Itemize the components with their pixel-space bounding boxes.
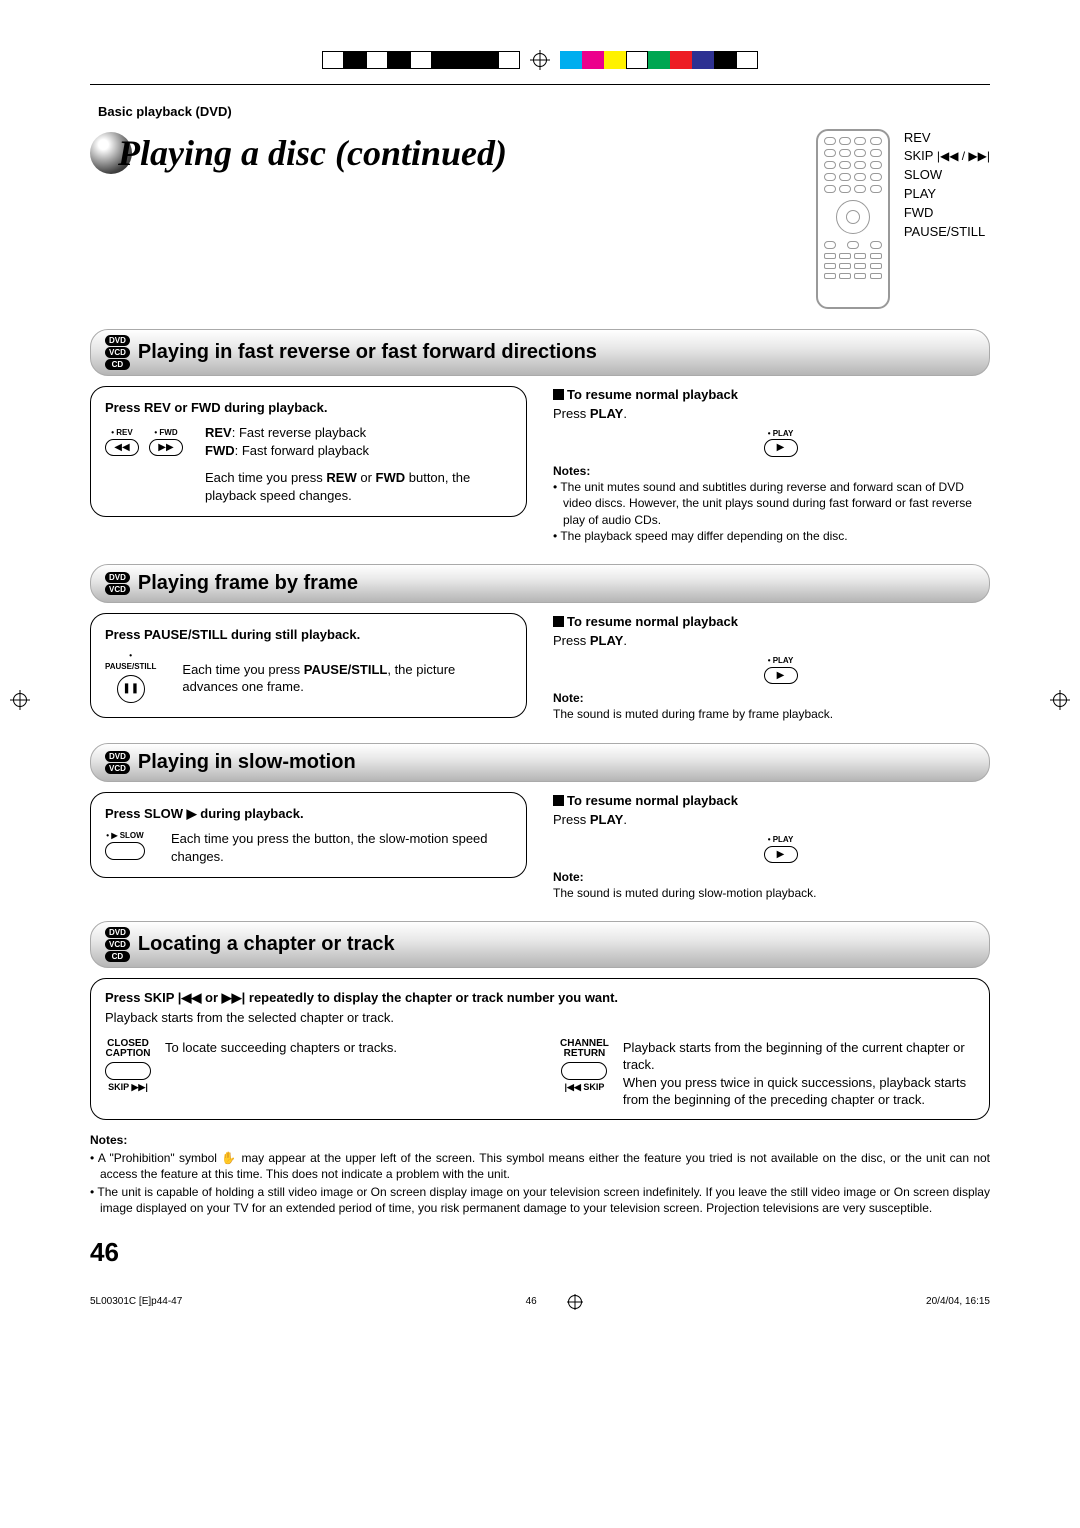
title-text: Playing a disc (continued) [118,129,507,178]
crosshair-icon [567,1294,583,1310]
badge-cd: CD [105,951,130,962]
label-fwd: FWD [904,204,990,223]
notes-list: The unit mutes sound and subtitles durin… [553,479,990,544]
notes-label: Notes: [553,463,990,479]
remote-diagram: REV SKIP |◀◀ / ▶▶| SLOW PLAY FWD PAUSE/S… [816,129,990,309]
note-item: The unit mutes sound and subtitles durin… [553,479,990,528]
notes-label: Note: [553,690,990,706]
crosshair-left [10,690,30,710]
badges: DVD VCD CD [105,335,130,370]
section-head-frame: DVD VCD Playing frame by frame [90,564,990,603]
section-body-slow: Press SLOW ▶ during playback. • ▶ SLOW E… [90,792,990,902]
page-title: Playing a disc (continued) [90,129,507,178]
resume-text: Press PLAY. [553,811,990,829]
notes-label: Note: [553,869,990,885]
badge-dvd: DVD [105,335,130,346]
footer-right: 20/4/04, 16:15 [926,1295,990,1309]
label-slow: SLOW [904,166,990,185]
badge-dvd: DVD [105,572,130,583]
section-body-fastscan: Press REV or FWD during playback. • REV … [90,386,990,544]
remote-icon [816,129,890,309]
breadcrumb: Basic playback (DVD) [98,103,990,121]
page-root: Basic playback (DVD) Playing a disc (con… [0,0,1080,1340]
button-icons: • REV ◀◀ • FWD ▶▶ [105,428,183,456]
badge-cd: CD [105,359,130,370]
resume-heading: To resume normal playback [553,792,990,810]
note-item: The playback speed may differ depending … [553,528,990,544]
note-item: The unit is capable of holding a still v… [90,1184,990,1216]
pause-button-icon: • PAUSE/STILL ❚❚ [105,651,156,705]
registration-top [90,30,990,80]
badge-vcd: VCD [105,763,130,774]
resume-text: Press PLAY. [553,405,990,423]
skip-fwd-desc: To locate succeeding chapters or tracks. [165,1039,397,1109]
badge-dvd: DVD [105,751,130,762]
slow-desc: Each time you press the button, the slow… [171,830,512,865]
section-title: Playing frame by frame [138,570,358,597]
skip-sub: Playback starts from the selected chapte… [105,1009,975,1027]
skip-back-icon: CHANNEL RETURN |◀◀ SKIP [560,1039,609,1109]
section-title: Playing in slow-motion [138,749,356,776]
note-item: The sound is muted during slow-motion pl… [553,885,990,901]
slow-button-icon: • ▶ SLOW [105,831,145,864]
rev-fwd-desc: REV: Fast reverse playback FWD: Fast for… [205,424,512,504]
footer-left: 5L00301C [E]p44-47 [90,1295,182,1309]
badges: DVD VCD [105,751,130,774]
label-pause: PAUSE/STILL [904,223,990,242]
frame-desc: Each time you press PAUSE/STILL, the pic… [182,661,512,696]
badges: DVD VCD CD [105,927,130,962]
resume-heading: To resume normal playback [553,613,990,631]
hand-icon: ✋ [221,1151,237,1165]
page-number: 46 [90,1235,990,1270]
final-notes: Notes: A "Prohibition" symbol ✋ may appe… [90,1132,990,1217]
badge-vcd: VCD [105,939,130,950]
section-body-frame: Press PAUSE/STILL during still playback.… [90,613,990,723]
resume-text: Press PLAY. [553,632,990,650]
badge-vcd: VCD [105,347,130,358]
instruction-box: Press PAUSE/STILL during still playback.… [90,613,527,718]
note-item: A "Prohibition" symbol ✋ may appear at t… [90,1150,990,1182]
each-time-text: Each time you press REW or FWD button, t… [205,469,512,504]
box-title: Press PAUSE/STILL during still playback. [105,626,512,644]
play-button-icon: • PLAY ▶ [571,429,990,457]
footer: 5L00301C [E]p44-47 46 20/4/04, 16:15 [90,1294,990,1310]
label-skip: SKIP |◀◀ / ▶▶| [904,147,990,166]
label-play: PLAY [904,185,990,204]
divider [90,84,990,85]
crosshair-right [1050,690,1070,710]
section-title: Locating a chapter or track [138,931,395,958]
locate-box: Press SKIP |◀◀ or ▶▶| repeatedly to disp… [90,978,990,1119]
section-head-fastscan: DVD VCD CD Playing in fast reverse or fa… [90,329,990,376]
instruction-box: Press SLOW ▶ during playback. • ▶ SLOW E… [90,792,527,879]
resume-heading: To resume normal playback [553,386,990,404]
skip-grid: CLOSED CAPTION SKIP ▶▶| To locate succee… [105,1039,975,1109]
note-item: The sound is muted during frame by frame… [553,706,990,722]
play-button-icon: • PLAY ▶ [571,835,990,863]
play-button-icon: • PLAY ▶ [571,656,990,684]
box-title: Press SLOW ▶ during playback. [105,805,512,823]
badge-vcd: VCD [105,584,130,595]
label-rev: REV [904,129,990,148]
remote-labels: REV SKIP |◀◀ / ▶▶| SLOW PLAY FWD PAUSE/S… [904,129,990,242]
skip-back-cell: CHANNEL RETURN |◀◀ SKIP Playback starts … [560,1039,975,1109]
color-bar-right [560,51,758,69]
box-title: Press REV or FWD during playback. [105,399,512,417]
title-row: Playing a disc (continued) REV SKIP |◀◀ … [90,129,990,309]
badges: DVD VCD [105,572,130,595]
footer-mid: 46 [526,1295,537,1309]
crosshair-icon [530,50,550,70]
section-title: Playing in fast reverse or fast forward … [138,339,597,366]
color-bar-left [322,51,520,69]
rev-button-icon: • REV ◀◀ [105,428,139,456]
notes-label: Notes: [90,1132,990,1148]
skip-instruction: Press SKIP |◀◀ or ▶▶| repeatedly to disp… [105,989,975,1007]
badge-dvd: DVD [105,927,130,938]
section-head-locate: DVD VCD CD Locating a chapter or track [90,921,990,968]
instruction-box: Press REV or FWD during playback. • REV … [90,386,527,518]
skip-fwd-icon: CLOSED CAPTION SKIP ▶▶| [105,1039,151,1109]
section-head-slow: DVD VCD Playing in slow-motion [90,743,990,782]
fwd-button-icon: • FWD ▶▶ [149,428,183,456]
skip-forward-cell: CLOSED CAPTION SKIP ▶▶| To locate succee… [105,1039,520,1109]
skip-back-desc: Playback starts from the beginning of th… [623,1039,975,1109]
